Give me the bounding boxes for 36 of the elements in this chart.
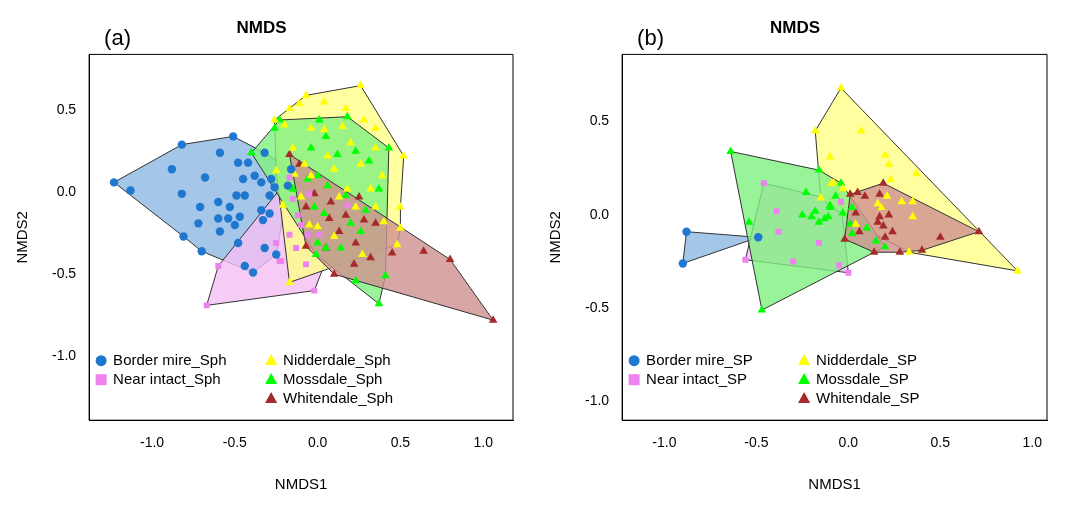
x-axis-title: NMDS1 (808, 475, 861, 493)
text: (a) (104, 25, 132, 50)
legend-label: Border mire_SP (646, 350, 753, 368)
chart-title: NMDS (769, 17, 821, 37)
x-tick-label: 1.0 (473, 434, 494, 451)
x-tick-label: 0.5 (930, 434, 951, 451)
x-tick-label: -1.0 (652, 434, 677, 451)
y-axis-title: NMDS2 (546, 211, 564, 264)
x-tick-label: 0.0 (838, 434, 859, 451)
legend-label: Nidderdale_Sph (283, 350, 391, 368)
legend-label: Near intact_Sph (113, 369, 221, 387)
y-tick-label: -1.0 (585, 392, 610, 409)
x-tick-label: -1.0 (139, 434, 165, 451)
x-tick-label: 0.5 (390, 434, 411, 451)
legend-label: Whitendale_Sph (283, 388, 394, 406)
x-tick-label: 1.0 (1022, 434, 1043, 451)
legend-label: Whitendale_SP (816, 388, 920, 406)
legend-label: Nidderdale_SP (816, 350, 918, 368)
y-tick-label: 0.0 (589, 205, 610, 222)
y-tick-label: -0.5 (52, 265, 77, 282)
y-tick-label: 0.5 (56, 101, 77, 118)
y-tick-label: 0.5 (589, 112, 610, 129)
y-axis-title: NMDS2 (13, 211, 31, 264)
legend-label: Mossdale_SP (816, 369, 909, 387)
y-tick-label: 0.0 (56, 183, 77, 200)
text: (b) (637, 25, 665, 50)
legend-label: Border mire_Sph (113, 350, 227, 368)
x-tick-label: -0.5 (744, 434, 769, 451)
y-tick-label: -1.0 (52, 347, 77, 364)
legend-label: Near intact_SP (646, 369, 748, 387)
chart-title: NMDS (236, 17, 287, 37)
x-tick-label: -0.5 (222, 434, 248, 451)
legend-label: Mossdale_Sph (283, 369, 383, 387)
y-tick-label: -0.5 (585, 299, 610, 316)
x-axis-title: NMDS1 (274, 475, 328, 493)
x-tick-label: 0.0 (307, 434, 328, 451)
